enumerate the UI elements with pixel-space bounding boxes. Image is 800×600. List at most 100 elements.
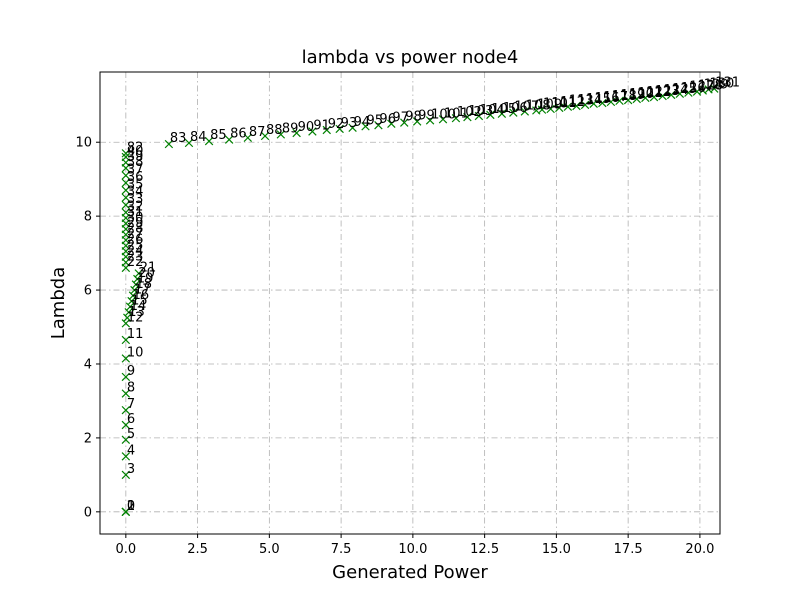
data-point-label: 6 (127, 412, 135, 427)
data-point-label: 30 (127, 211, 144, 226)
data-point-label: 99 (418, 109, 435, 124)
data-point-label: 125 (672, 82, 697, 97)
data-point-label: 18 (135, 277, 152, 292)
data-point-label: 3 (127, 462, 135, 477)
data-point-marker (164, 139, 174, 149)
x-tick-label: 0.0 (115, 542, 136, 557)
data-point-marker (580, 100, 590, 110)
data-point-label: 98 (405, 110, 422, 125)
grid (100, 72, 720, 534)
data-point-marker (121, 186, 131, 195)
data-point-label: 21 (140, 260, 157, 275)
data-point-label: 8 (127, 381, 135, 396)
data-point-label: 24 (127, 244, 144, 259)
data-point-marker (537, 105, 547, 114)
data-point-label: 131 (715, 76, 740, 91)
data-point-marker (121, 335, 131, 345)
data-point-label: 93 (341, 116, 358, 131)
data-point-marker (684, 88, 693, 97)
data-point-marker (666, 90, 676, 100)
data-point-label: 10 (127, 345, 144, 360)
data-point-label: 113 (569, 94, 594, 109)
data-point-marker (387, 119, 396, 128)
data-point-label: 22 (127, 255, 144, 270)
data-point-marker (121, 389, 131, 398)
x-tick-label: 2.5 (187, 542, 208, 557)
data-point-label: 122 (646, 85, 671, 100)
x-axis-title: Generated Power (332, 562, 488, 583)
data-point-marker (546, 104, 555, 114)
data-point-label: 112 (560, 95, 585, 110)
data-point-marker (675, 89, 685, 99)
data-point-label: 28 (127, 222, 144, 237)
data-point-marker (438, 115, 448, 124)
data-point-marker (121, 354, 131, 363)
data-point-label: 114 (577, 93, 602, 108)
data-point-label: 118 (612, 89, 637, 104)
data-point-label: 110 (543, 97, 568, 112)
data-point-label: 85 (210, 128, 227, 143)
data-point-marker (121, 200, 131, 210)
data-point-label: 39 (127, 150, 144, 165)
data-point-label: 115 (586, 92, 611, 107)
y-axis-title: Lambda (48, 267, 69, 339)
data-point-label: 83 (170, 131, 187, 146)
data-point-marker (131, 280, 141, 289)
data-point-marker (463, 112, 472, 122)
data-point-marker (486, 110, 495, 120)
x-tick-label: 20.0 (685, 542, 714, 557)
data-point-marker (400, 118, 409, 127)
data-point-marker (124, 308, 133, 317)
data-point-marker (224, 135, 234, 144)
data-point-label: 37 (127, 162, 144, 177)
data-point-marker (121, 208, 131, 217)
data-point-label: 88 (266, 123, 283, 138)
data-point-label: 4 (127, 443, 135, 458)
data-point-label: 128 (698, 79, 723, 94)
data-point-label: 38 (127, 155, 144, 170)
data-point-label: 9 (127, 364, 135, 379)
data-point-label: 29 (127, 216, 144, 231)
data-point-label: 23 (127, 249, 144, 264)
point-labels: 0123456789101112131415161718192021222324… (127, 76, 740, 514)
data-point-label: 100 (431, 107, 456, 122)
data-point-label: 119 (621, 88, 646, 103)
data-point-label: 16 (133, 288, 150, 303)
data-point-label: 87 (249, 125, 266, 140)
data-point-marker (128, 291, 138, 300)
data-point-label: 7 (127, 397, 135, 412)
data-point-marker (649, 92, 659, 102)
data-point-label: 26 (127, 233, 144, 248)
data-point-marker (133, 274, 142, 284)
data-point-marker (125, 302, 135, 311)
data-point-label: 97 (392, 111, 409, 126)
data-point-label: 107 (514, 100, 539, 115)
data-point-label: 13 (128, 305, 145, 320)
data-point-label: 124 (664, 83, 689, 98)
data-point-marker (520, 107, 530, 116)
data-point-label: 130 (710, 76, 735, 91)
data-point-marker (451, 113, 461, 123)
data-point-label: 2 (127, 499, 135, 514)
data-point-marker (121, 178, 131, 188)
data-point-label: 101 (444, 106, 469, 121)
data-point-label: 91 (313, 119, 330, 134)
data-point-label: 14 (130, 299, 147, 314)
data-point-marker (632, 94, 641, 104)
data-point-label: 17 (134, 283, 151, 298)
data-point-marker (292, 128, 301, 138)
data-point-marker (641, 93, 650, 103)
data-point-marker (598, 98, 607, 108)
data-point-label: 94 (354, 115, 371, 130)
plot-area-frame (99, 71, 721, 535)
data-point-marker (121, 372, 131, 382)
data-point-marker (121, 193, 131, 202)
data-point-marker (121, 470, 131, 480)
data-point-label: 1 (127, 499, 135, 514)
data-point-marker (361, 122, 370, 131)
data-point-label: 129 (704, 77, 729, 92)
data-point-marker (121, 152, 131, 162)
data-point-label: 106 (503, 101, 528, 116)
